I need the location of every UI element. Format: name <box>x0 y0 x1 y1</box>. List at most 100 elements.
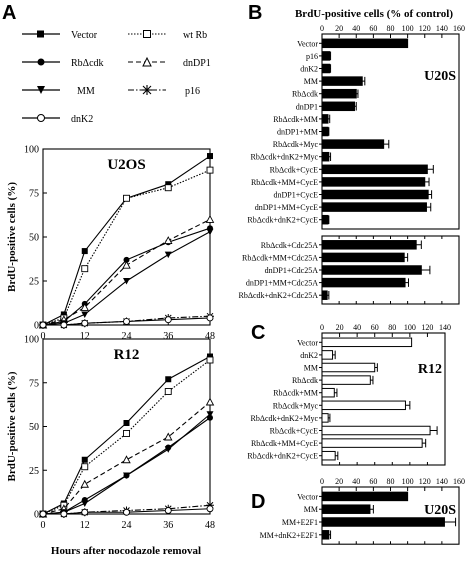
error-bar <box>354 102 357 111</box>
series-line <box>42 231 211 326</box>
bar <box>321 76 363 86</box>
error-bar <box>328 152 332 161</box>
x-tick-label: 120 <box>419 477 431 486</box>
error-bar <box>370 375 374 385</box>
y-tick-label: 100 <box>24 335 39 346</box>
bar-chart-d: 0 20 40 60 80 100 120 140 160 Vector MM MM+E2F1 MM+d… <box>260 477 465 545</box>
legend-label: Vector <box>71 30 98 41</box>
x-tick-label: 160 <box>453 24 465 33</box>
bar-chart-b: 0 20 40 60 80 100 120 140 160 Vector p16 dnK2 MM RbΔc… <box>239 24 465 305</box>
bar-chart-c: 0 20 40 60 80 100 120 140 Vector dnK2 MM RbΔcdk RbΔc… <box>247 323 451 466</box>
error-bar <box>334 388 338 397</box>
series-line <box>42 169 211 326</box>
error-bar <box>416 240 422 250</box>
series-vector <box>40 153 213 328</box>
y-tick-label: 100 <box>24 145 39 156</box>
legend-label: dnDP1 <box>183 58 211 69</box>
category-label: MM <box>304 77 318 86</box>
data-point <box>165 181 172 188</box>
bar <box>321 151 330 162</box>
category-label: MM <box>304 505 318 514</box>
legend-a: Vector RbΔcdk MM dnK2 wt Rb dnDP1 <box>22 30 211 125</box>
bar <box>321 164 428 175</box>
data-point <box>164 316 172 324</box>
category-label: RbΔcdk+dnK2+CycE <box>247 452 318 461</box>
y-axis-label: BrdU-positive cells (%) <box>6 371 18 481</box>
data-point <box>60 510 68 518</box>
category-label: dnDP1 <box>296 102 318 111</box>
error-bar <box>422 438 427 448</box>
error-bar <box>405 401 411 410</box>
category-label: Vector <box>297 39 318 48</box>
bar <box>321 400 406 411</box>
bar <box>321 51 331 61</box>
series-dnk2 <box>39 314 214 329</box>
category-label: RbΔcdk <box>292 90 318 99</box>
bar <box>321 375 371 385</box>
error-bar <box>421 265 431 275</box>
data-point <box>81 311 89 318</box>
x-tick-label: 0 <box>41 331 46 342</box>
legend-item-dnk2: dnK2 <box>22 114 93 125</box>
x-tick-label: 60 <box>369 24 377 33</box>
panel-label-d: D <box>251 491 265 513</box>
category-label: RbΔcdk+MM <box>273 115 318 124</box>
x-tick-label: 120 <box>421 323 433 332</box>
data-point <box>207 153 213 160</box>
data-point <box>206 501 214 510</box>
data-point <box>164 251 172 259</box>
y-tick-label: 75 <box>29 378 39 389</box>
x-tick-label: 40 <box>353 323 361 332</box>
x-tick-label: 100 <box>402 477 414 486</box>
y-tick-label: 25 <box>29 277 39 288</box>
legend-label: MM <box>77 86 95 97</box>
category-label: RbΔcdk+MM+CycE <box>251 439 318 448</box>
bar <box>321 350 334 360</box>
category-label: RbΔcdk+MM+Cdc25A <box>242 253 318 262</box>
y-tick-label: 50 <box>29 422 39 433</box>
category-label: RbΔcdk+MM+CycE <box>251 178 318 187</box>
x-tick-label: 48 <box>205 331 215 342</box>
bar <box>321 189 429 200</box>
y-tick-label: 50 <box>29 233 39 244</box>
bar <box>321 114 329 124</box>
legend-label: p16 <box>185 86 200 97</box>
data-point <box>81 265 89 273</box>
cell-label: R12 <box>418 362 442 377</box>
series-wtrb <box>39 356 214 518</box>
cell-label: U20S <box>424 69 456 84</box>
data-point <box>122 455 131 464</box>
x-axis-label: Hours after nocodazole removal <box>51 545 201 557</box>
data-point <box>81 463 89 471</box>
data-point <box>123 430 130 437</box>
legend-item-mm: MM <box>22 86 95 97</box>
data-point <box>123 318 130 325</box>
bar <box>321 277 406 288</box>
bar <box>321 240 417 250</box>
data-point <box>81 456 88 463</box>
panel-label-c: C <box>251 322 265 344</box>
y-tick-label: 25 <box>29 466 39 477</box>
error-bar <box>332 350 336 360</box>
category-label: RbΔcdk+Myc <box>273 401 319 410</box>
x-tick-label: 140 <box>439 323 451 332</box>
category-label: p16 <box>306 52 318 61</box>
legend-item-p16: p16 <box>128 85 200 97</box>
bar <box>321 517 445 527</box>
category-label: MM+dnK2+E2F1 <box>260 531 318 540</box>
category-label: dnK2 <box>300 351 318 360</box>
bar <box>321 88 357 99</box>
error-bar <box>374 363 378 372</box>
x-tick-label: 40 <box>352 24 360 33</box>
x-tick-label: 36 <box>163 331 173 342</box>
bar <box>321 450 336 461</box>
data-point <box>123 256 130 263</box>
category-label: RbΔcdk+dnK2+Cdc25A <box>239 291 319 300</box>
series-line <box>42 155 211 326</box>
bar <box>321 362 376 373</box>
x-tick-label: 20 <box>335 24 343 33</box>
y-axis-label: BrdU-positive cells (%) <box>6 182 18 292</box>
legend-item-rbdcdk: RbΔcdk <box>22 58 104 69</box>
plot-frame <box>321 332 446 466</box>
